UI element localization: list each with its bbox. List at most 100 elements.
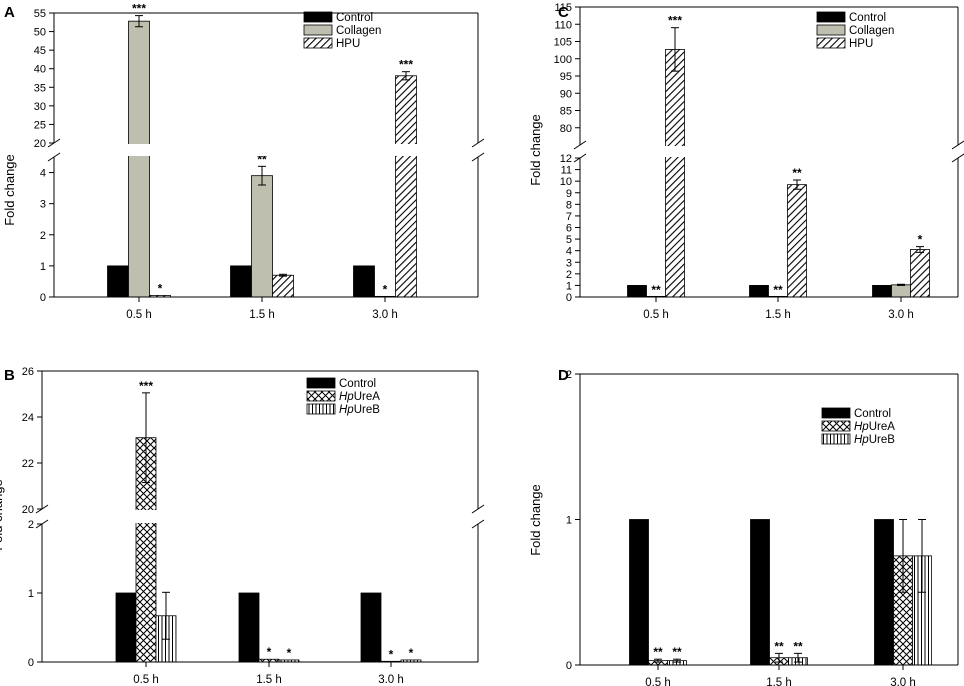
break-mark (951, 140, 964, 150)
bar (128, 20, 150, 298)
y-tick-label: 3 (40, 199, 46, 211)
significance-label: * (383, 282, 388, 296)
legend-swatch (816, 11, 846, 23)
significance-label: * (918, 233, 923, 247)
significance-label: ** (257, 152, 267, 166)
axis-break-gap (51, 144, 481, 156)
legend-swatch (306, 403, 336, 415)
x-tick-label: 3.0 h (888, 309, 914, 321)
break-mark (471, 504, 485, 514)
panel-letter: C (558, 4, 569, 21)
y-tick-label: 1 (566, 280, 572, 292)
significance-label: ** (793, 639, 803, 653)
y-tick-label: 0 (40, 292, 46, 304)
panel-letter: B (4, 367, 15, 384)
panel-d: D Fold change ** ** ** ** 0 1 2 0.5 h 1.5 h 3.0 h Co… (528, 367, 959, 686)
significance-label: * (409, 646, 414, 660)
significance-label: ** (672, 645, 682, 659)
y-tick-label: 11 (561, 165, 572, 177)
y-tick-label: 12 (560, 153, 572, 165)
legend-swatch (306, 390, 336, 402)
axis-break-gap (577, 146, 961, 157)
legend-label: HpUreB (339, 404, 380, 416)
y-tick-label: 95 (560, 71, 572, 83)
y-axis-title: Fold change (528, 114, 543, 186)
break-mark (951, 153, 964, 163)
y-tick-label: 10 (560, 176, 572, 188)
bar (353, 265, 375, 298)
significance-label: ** (651, 283, 661, 297)
y-tick-label: 25 (34, 119, 46, 131)
significance-label: ** (792, 166, 802, 180)
y-tick-label: 1 (566, 515, 572, 527)
bar (272, 274, 294, 298)
bar (107, 265, 129, 298)
bar (665, 49, 685, 298)
y-tick-label: 24 (22, 412, 34, 424)
y-axis-title: Fold change (528, 484, 543, 556)
y-tick-label: 8 (566, 199, 572, 211)
legend-swatch (821, 407, 851, 419)
significance-label: *** (668, 14, 682, 28)
significance-label: *** (399, 58, 413, 72)
legend-label: HpUreA (854, 421, 895, 433)
y-tick-label: 2 (566, 269, 572, 281)
bar (629, 519, 649, 666)
x-tick-label: 0.5 h (645, 677, 671, 686)
significance-label: *** (132, 2, 146, 16)
legend-label: HPU (336, 38, 360, 50)
y-tick-label: 100 (554, 54, 572, 66)
significance-label: * (158, 281, 163, 295)
bar (749, 285, 769, 298)
y-tick-label: 105 (554, 37, 572, 49)
legend-swatch (816, 24, 846, 36)
y-tick-label: 55 (34, 8, 46, 20)
legend-label: Collagen (336, 25, 381, 37)
x-tick-label: 0.5 h (643, 309, 669, 321)
legend-swatch (303, 24, 333, 36)
x-tick-label: 3.0 h (372, 309, 398, 321)
legend-swatch (303, 37, 333, 49)
legend-label: Control (339, 378, 376, 390)
y-tick-label: 85 (560, 106, 572, 118)
y-tick-label: 0 (566, 660, 572, 672)
bar (230, 265, 252, 298)
y-tick-label: 2 (566, 369, 572, 381)
break-mark (471, 519, 485, 529)
legend-swatch (821, 433, 851, 445)
x-tick-label: 1.5 h (765, 309, 791, 321)
y-tick-label: 3 (566, 257, 572, 269)
y-axis-title: Fold change (2, 154, 17, 226)
y-tick-label: 115 (554, 2, 572, 14)
bar (874, 519, 894, 666)
bar (750, 519, 770, 666)
y-axis-title: Fold change (0, 479, 5, 551)
significance-label: * (287, 646, 292, 660)
y-tick-label: 26 (22, 366, 34, 378)
legend-label: Control (849, 12, 886, 24)
legend-label: HpUreB (854, 434, 895, 446)
legend-swatch (303, 11, 333, 23)
y-tick-label: 1 (40, 261, 46, 273)
y-tick-label: 20 (22, 504, 34, 516)
y-tick-label: 80 (560, 123, 572, 135)
x-tick-label: 1.5 h (766, 677, 792, 686)
bar (787, 184, 807, 298)
x-tick-label: 3.0 h (378, 674, 404, 686)
significance-label: * (267, 645, 272, 659)
significance-label: ** (774, 639, 784, 653)
y-tick-label: 35 (34, 82, 46, 94)
break-mark (47, 152, 61, 162)
y-tick-label: 45 (34, 45, 46, 57)
x-tick-label: 3.0 h (890, 677, 916, 686)
y-tick-label: 4 (566, 246, 572, 258)
x-tick-label: 0.5 h (126, 309, 152, 321)
y-tick-label: 20 (34, 138, 46, 150)
y-tick-label: 2 (40, 230, 46, 242)
